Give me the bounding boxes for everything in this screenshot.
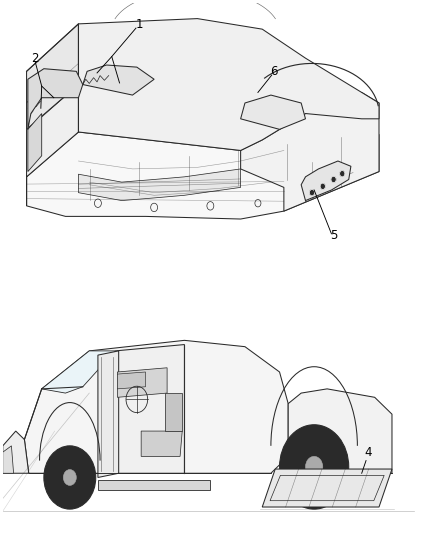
Polygon shape (98, 351, 119, 478)
Circle shape (320, 183, 325, 190)
Polygon shape (28, 114, 42, 172)
Polygon shape (27, 24, 78, 130)
Polygon shape (117, 368, 167, 397)
Polygon shape (78, 169, 240, 200)
Circle shape (293, 442, 335, 492)
Polygon shape (3, 446, 14, 473)
Circle shape (44, 446, 96, 509)
Text: 4: 4 (364, 446, 372, 459)
Polygon shape (25, 341, 288, 473)
Polygon shape (42, 351, 115, 393)
Polygon shape (141, 431, 182, 456)
Text: 6: 6 (271, 65, 278, 78)
Circle shape (309, 190, 314, 196)
Polygon shape (3, 431, 29, 473)
Circle shape (339, 171, 345, 177)
Circle shape (54, 458, 85, 496)
Text: 1: 1 (135, 19, 143, 31)
Polygon shape (240, 92, 379, 211)
Polygon shape (165, 393, 182, 431)
Text: 5: 5 (330, 229, 337, 243)
Polygon shape (27, 119, 379, 219)
Polygon shape (288, 389, 392, 473)
Polygon shape (117, 372, 145, 389)
Polygon shape (27, 85, 78, 206)
Text: 2: 2 (32, 52, 39, 64)
Polygon shape (78, 19, 379, 150)
Polygon shape (240, 95, 305, 130)
Polygon shape (98, 480, 210, 490)
Circle shape (305, 456, 323, 478)
Polygon shape (28, 69, 83, 130)
Circle shape (64, 470, 76, 486)
Polygon shape (115, 344, 184, 473)
Circle shape (279, 425, 349, 509)
Polygon shape (262, 469, 392, 507)
Polygon shape (301, 161, 351, 200)
Circle shape (331, 176, 336, 183)
Polygon shape (83, 65, 154, 95)
